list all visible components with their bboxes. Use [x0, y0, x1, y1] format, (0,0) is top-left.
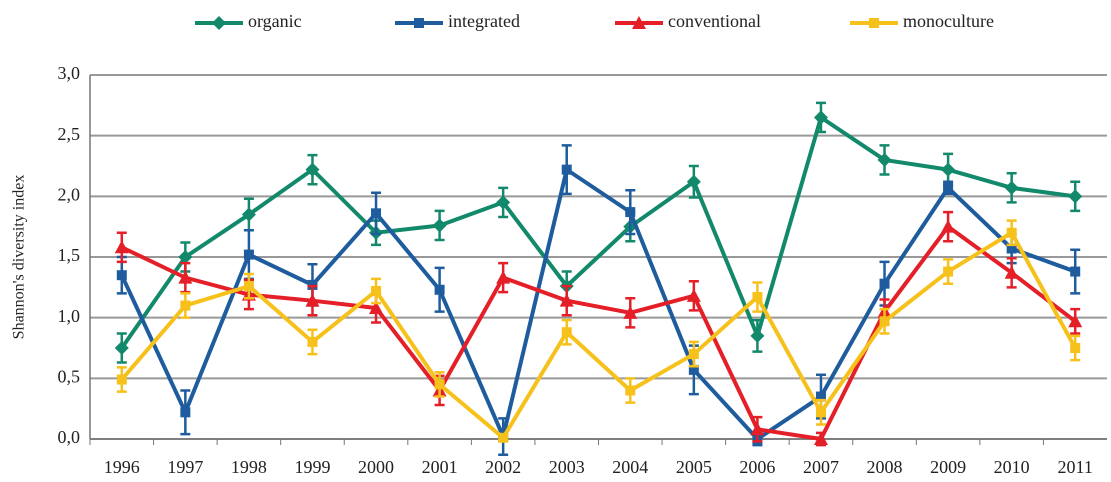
y-axis-label: Shannon's diversity index [11, 175, 28, 340]
data-point [943, 182, 954, 193]
data-point [813, 432, 828, 445]
data-point [114, 240, 129, 254]
data-point [877, 152, 892, 167]
x-tick-label: 1996 [104, 457, 140, 477]
x-tick-label: 2008 [867, 457, 903, 477]
legend-marker [414, 18, 424, 28]
series-line [119, 167, 1076, 441]
data-point [688, 349, 699, 360]
series-line [120, 224, 1077, 441]
data-point [1070, 343, 1081, 353]
data-point [243, 281, 254, 292]
y-tick-label: 3,0 [58, 63, 81, 83]
data-point [498, 432, 509, 443]
y-tick-label: 2,0 [58, 184, 81, 204]
x-tick-label: 1998 [231, 457, 267, 477]
data-point [496, 195, 511, 210]
data-point [941, 162, 956, 177]
data-point [305, 162, 320, 177]
data-point [307, 336, 318, 347]
data-point [750, 422, 765, 436]
y-tick-label: 1,5 [58, 245, 81, 265]
series-line [120, 115, 1076, 350]
data-point [369, 300, 384, 314]
legend-label: monoculture [903, 11, 994, 31]
data-point [1068, 314, 1083, 328]
data-point [241, 207, 256, 222]
data-point [815, 391, 826, 402]
data-point [432, 218, 447, 233]
data-point [686, 174, 701, 189]
data-point [750, 328, 765, 343]
data-point [1006, 243, 1017, 254]
data-point [180, 407, 191, 418]
data-point [686, 288, 701, 302]
x-tick-label: 2003 [549, 457, 585, 477]
data-point [1068, 189, 1083, 204]
data-point [813, 110, 828, 125]
x-tick-label: 2006 [739, 457, 775, 477]
data-point [243, 249, 254, 260]
data-point [941, 219, 956, 233]
data-point [305, 293, 320, 307]
data-point [371, 208, 382, 219]
data-point [623, 305, 638, 319]
series-line [120, 230, 1077, 440]
data-point [559, 293, 574, 307]
x-tick-label: 2009 [930, 457, 966, 477]
data-point [116, 270, 127, 281]
legend-marker [869, 18, 879, 28]
data-point [561, 327, 572, 338]
data-point [688, 364, 699, 375]
data-point [879, 278, 890, 289]
data-point [1004, 180, 1019, 195]
data-point [1070, 266, 1081, 277]
x-tick-label: 2001 [422, 457, 458, 477]
legend-label: organic [248, 11, 302, 31]
data-point [116, 374, 127, 385]
data-point [178, 250, 193, 264]
x-tick-label: 2005 [676, 457, 712, 477]
x-tick-label: 2010 [994, 457, 1030, 477]
data-point [496, 270, 511, 284]
data-point [371, 285, 382, 296]
data-point [178, 270, 193, 284]
data-point [561, 164, 572, 175]
data-point [434, 284, 445, 295]
x-tick-label: 2000 [358, 457, 394, 477]
legend-label: conventional [668, 11, 761, 31]
y-tick-label: 0,5 [58, 366, 81, 386]
x-tick-label: 2002 [485, 457, 521, 477]
x-tick-label: 2004 [612, 457, 648, 477]
data-point [434, 379, 445, 390]
data-point [180, 300, 191, 311]
legend-marker [632, 16, 646, 29]
y-tick-label: 1,0 [58, 306, 81, 326]
y-tick-label: 0,0 [58, 427, 81, 447]
x-tick-label: 2011 [1058, 457, 1093, 477]
x-tick-label: 1999 [294, 457, 330, 477]
data-point [879, 316, 890, 327]
data-point [815, 407, 826, 418]
x-tick-label: 1997 [167, 457, 203, 477]
data-point [114, 341, 129, 355]
data-point [752, 292, 763, 303]
data-point [625, 207, 636, 218]
data-point [625, 385, 636, 396]
data-point [1006, 227, 1017, 238]
x-tick-label: 2007 [803, 457, 839, 477]
legend-marker [212, 16, 226, 30]
data-point [1004, 265, 1019, 279]
data-point [943, 266, 954, 277]
y-tick-label: 2,5 [58, 124, 81, 144]
legend-label: integrated [448, 11, 520, 31]
